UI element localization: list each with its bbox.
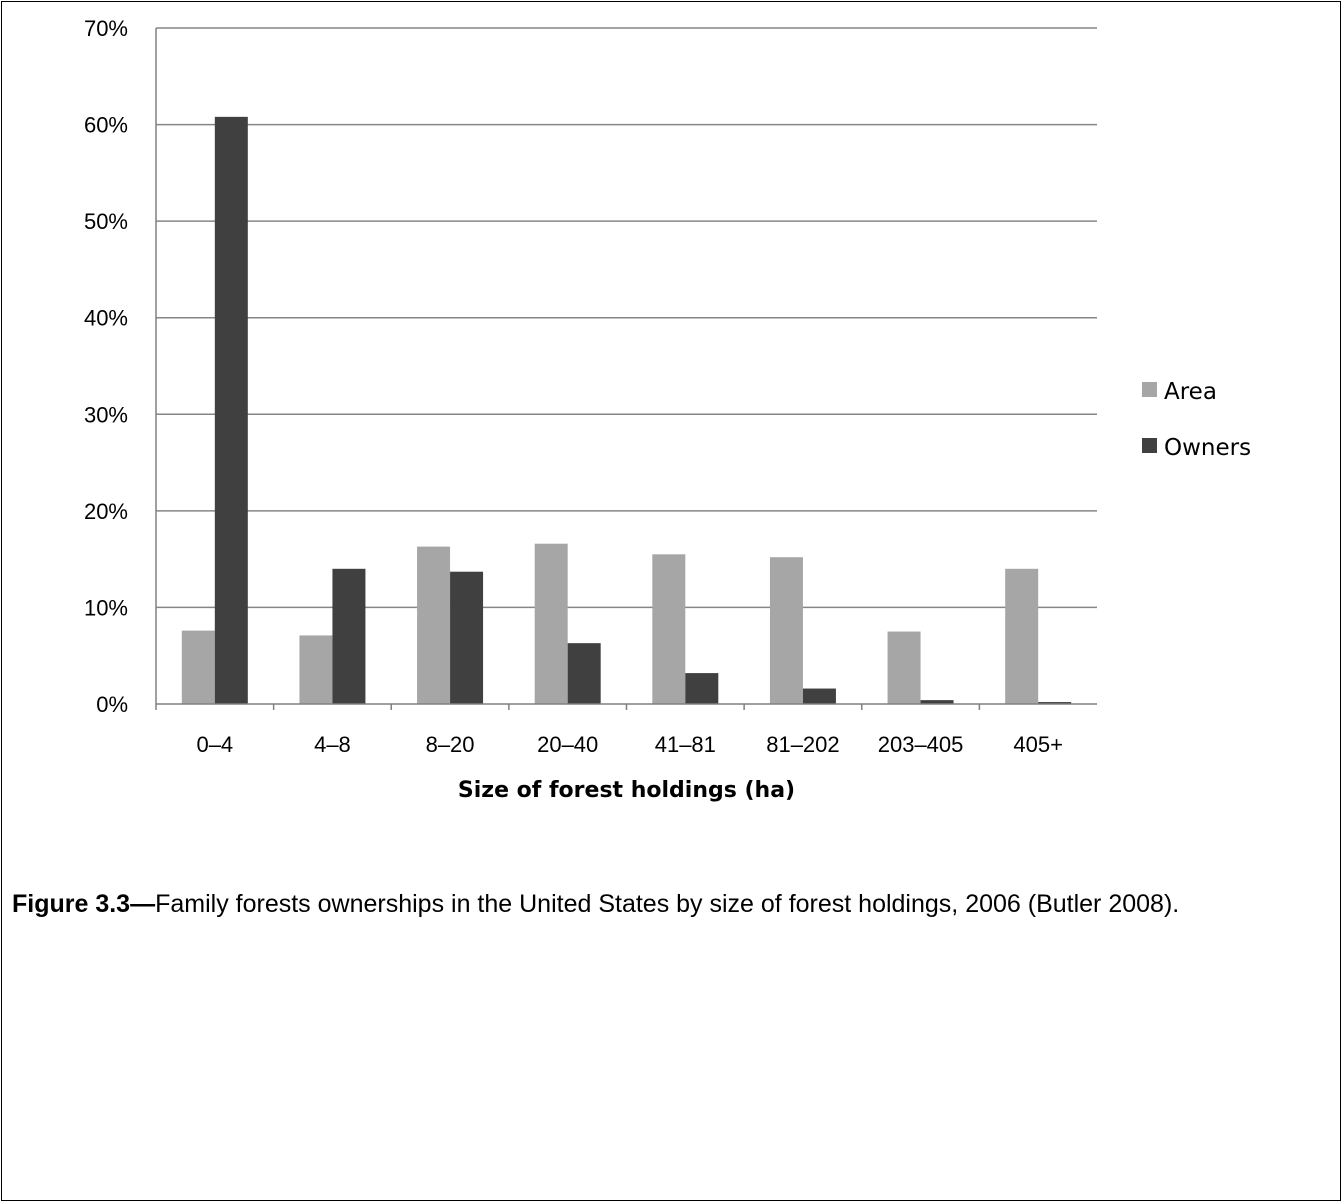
bar-owners <box>450 571 484 704</box>
bar-area <box>1005 568 1039 704</box>
y-tick-label: 70% <box>84 16 128 41</box>
x-axis-ticks: 0–4 4–8 8–20 20–40 41–81 81–202 203–405 405+ <box>155 704 1063 757</box>
bar-area <box>181 630 215 704</box>
y-axis-ticks: 0% 10% 20% 30% 40% 50% 60% 70% <box>84 16 128 717</box>
bar-chart: 0% 10% 20% 30% 40% 50% 60% 70% 0–4 4–8 8–20 20–40 4… <box>84 16 1251 803</box>
bar-owners <box>332 568 366 704</box>
bar-owners <box>802 688 836 704</box>
x-tick-label: 405+ <box>1013 732 1063 757</box>
x-tick-label: 81–202 <box>766 732 839 757</box>
y-tick-label: 20% <box>84 499 128 524</box>
bar-area <box>887 631 921 704</box>
y-tick-label: 60% <box>84 113 128 138</box>
x-tick-label: 203–405 <box>878 732 964 757</box>
bar-owners <box>567 643 601 704</box>
bar-area <box>652 554 686 704</box>
figure-caption: Figure 3.3—Family forests ownerships in … <box>12 880 1322 928</box>
x-tick-label: 8–20 <box>426 732 475 757</box>
bar-area <box>417 546 451 704</box>
caption-text: Family forests ownerships in the United … <box>155 890 1180 918</box>
legend-swatch-owners <box>1142 438 1157 453</box>
x-tick-label: 20–40 <box>537 732 598 757</box>
legend: Area Owners <box>1142 379 1251 461</box>
legend-label-area: Area <box>1164 379 1217 405</box>
y-tick-label: 50% <box>84 209 128 234</box>
x-tick-label: 0–4 <box>196 732 233 757</box>
bar-area <box>534 543 568 704</box>
caption-label: Figure 3.3— <box>12 890 156 918</box>
x-tick-label: 4–8 <box>314 732 351 757</box>
legend-label-owners: Owners <box>1164 435 1251 461</box>
y-tick-label: 40% <box>84 306 128 331</box>
y-tick-label: 0% <box>96 692 128 717</box>
bar-area <box>769 557 803 704</box>
bar-owners <box>920 700 954 704</box>
gridlines <box>156 27 1097 609</box>
y-tick-label: 10% <box>84 595 128 620</box>
legend-swatch-area <box>1142 382 1157 397</box>
bar-owners <box>685 673 719 704</box>
bar-owners <box>1038 702 1072 704</box>
x-tick-label: 41–81 <box>655 732 716 757</box>
bar-owners <box>214 116 248 705</box>
x-axis-title: Size of forest holdings (ha) <box>458 778 795 803</box>
bar-area <box>299 635 333 704</box>
y-tick-label: 30% <box>84 402 128 427</box>
bars <box>181 116 1072 705</box>
